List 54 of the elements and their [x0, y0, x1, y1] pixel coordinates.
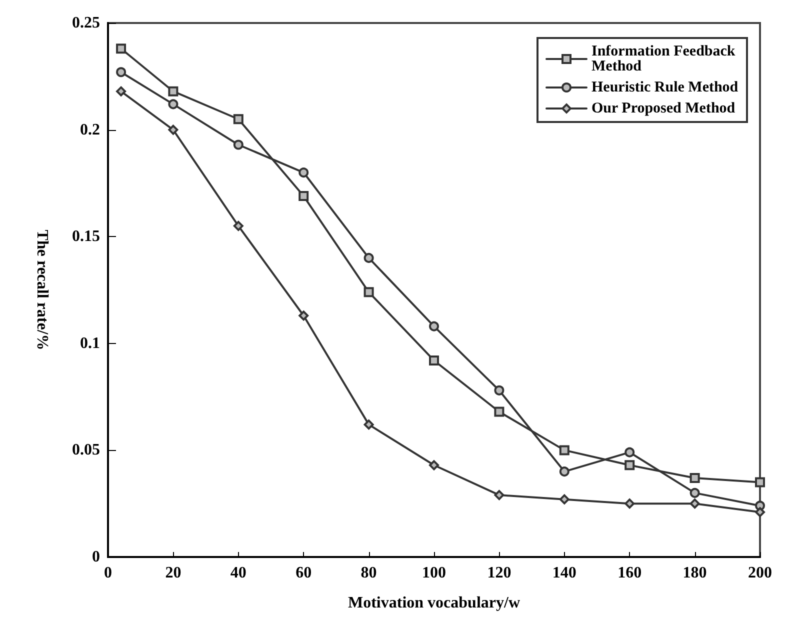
x-tick-label: 180 — [682, 564, 707, 582]
point — [624, 460, 635, 470]
x-tick-label: 80 — [360, 564, 377, 582]
point — [559, 494, 570, 504]
point — [494, 406, 504, 417]
point — [298, 191, 309, 202]
point — [755, 477, 765, 488]
point — [494, 490, 504, 500]
point — [168, 86, 178, 96]
point — [364, 420, 374, 430]
x-axis-title: Motivation vocabulary/w — [348, 594, 520, 612]
x-tick-label: 140 — [552, 564, 576, 582]
point — [364, 287, 374, 298]
point — [624, 498, 635, 509]
point — [116, 44, 126, 54]
x-tick-label: 60 — [296, 564, 312, 582]
point — [168, 99, 178, 110]
point — [755, 507, 765, 518]
legend-label: Our Proposed Method — [592, 100, 736, 116]
x-tick-label: 40 — [230, 564, 246, 582]
point — [559, 445, 570, 456]
y-tick-label: 0.05 — [72, 442, 100, 459]
y-tick-label: 0.15 — [72, 228, 100, 246]
point — [429, 355, 439, 366]
point — [116, 86, 126, 96]
y-tick-label: 0.25 — [72, 14, 100, 32]
x-tick-label: 160 — [618, 564, 642, 582]
point — [116, 67, 126, 78]
y-tick-label: 0 — [92, 548, 100, 566]
x-tick-label: 200 — [748, 564, 772, 582]
point — [168, 124, 178, 135]
y-tick-label: 0.1 — [80, 334, 100, 352]
legend-label: Information Feedback Method — [592, 44, 740, 74]
y-axis-title: The recall rate/% — [34, 230, 50, 350]
x-tick-label: 20 — [165, 564, 182, 582]
point — [690, 472, 700, 483]
point — [233, 140, 244, 150]
point — [559, 466, 570, 477]
point — [364, 252, 374, 263]
x-tick-label: 0 — [104, 564, 112, 582]
x-tick-label: 100 — [422, 564, 446, 582]
legend-label: Heuristic Rule Method — [592, 80, 739, 96]
x-tick-label: 120 — [487, 564, 512, 582]
point — [429, 321, 439, 332]
point — [494, 385, 504, 396]
point — [233, 114, 244, 124]
point — [690, 488, 700, 498]
point — [233, 220, 244, 231]
point — [298, 310, 309, 321]
point — [429, 460, 439, 470]
point — [624, 447, 635, 458]
y-tick-label: 0.2 — [80, 121, 100, 138]
point — [298, 168, 309, 178]
point — [690, 498, 700, 509]
